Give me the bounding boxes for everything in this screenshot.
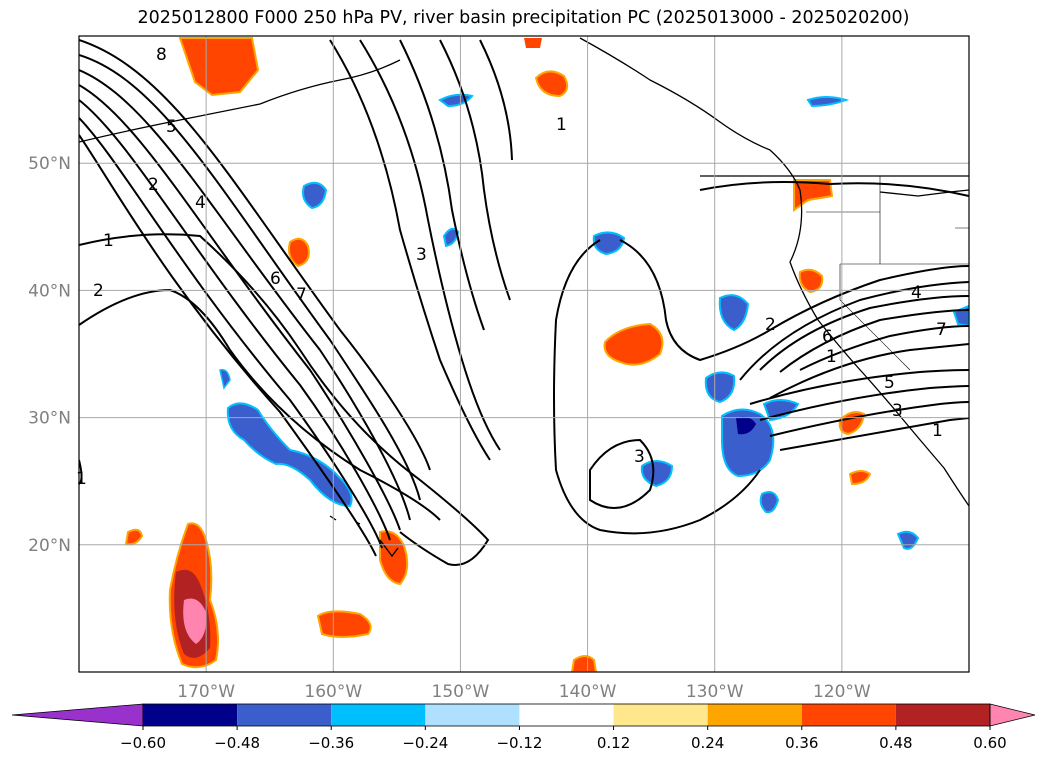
colorbar-segment	[613, 704, 708, 726]
pv-contour-label: 2	[148, 175, 159, 195]
pv-contour-label: 4	[195, 193, 206, 213]
colorbar-extend-low	[11, 703, 144, 727]
pv-contour-label: 3	[416, 245, 427, 265]
colorbar-tick-label: −0.24	[402, 734, 448, 752]
pv-contour-label: 2	[765, 315, 776, 335]
colorbar-tick-label: −0.48	[214, 734, 260, 752]
pv-contour-label: 1	[76, 469, 87, 489]
colorbar-segment	[519, 704, 614, 726]
lat-tick-label: 30°N	[28, 409, 71, 429]
pv-contour-label: 1	[556, 115, 567, 135]
map-content	[79, 37, 969, 672]
colorbar-tick-label: 0.24	[691, 734, 724, 752]
state-borders	[806, 176, 969, 371]
colorbar: −0.60 −0.48 −0.36 −0.24 −0.12 0.12 0.24 0.36 0.4…	[11, 703, 1036, 752]
colorbar-tick-label: −0.60	[120, 734, 166, 752]
pv-contour-label: 2	[93, 281, 104, 301]
pv-contour-labels: 8 5 2 4 1 2 6 7 3 1 3 2 6 1 4 7 5 3 1 1	[76, 45, 947, 489]
colorbar-tick-label: −0.36	[308, 734, 354, 752]
pv-contour-label: 6	[822, 327, 833, 347]
lon-tick-label: 160°W	[304, 682, 362, 702]
colorbar-segment	[801, 704, 896, 726]
pv-contour-label: 1	[103, 231, 114, 251]
lon-tick-label: 140°W	[559, 682, 617, 702]
colorbar-segment	[237, 704, 332, 726]
pv-contour-label: 5	[166, 117, 177, 137]
lon-tick-label: 150°W	[432, 682, 490, 702]
colorbar-tick-label: −0.12	[496, 734, 542, 752]
colorbar-segment	[895, 704, 990, 726]
colorbar-segment	[331, 704, 426, 726]
colorbar-outline	[142, 703, 991, 727]
colorbar-segment	[143, 704, 238, 726]
pv-contour-label: 1	[826, 347, 837, 367]
map-title: 2025012800 F000 250 hPa PV, river basin …	[137, 8, 910, 28]
pv-contour-label: 8	[156, 45, 167, 65]
axis-tick-labels: 50°N 40°N 30°N 20°N 170°W 160°W 150°W 140°W 130°…	[28, 154, 871, 702]
pv-contour-label: 4	[911, 283, 922, 303]
colorbar-tick-label: 0.48	[879, 734, 912, 752]
pv-contour-label: 7	[296, 285, 307, 305]
pv-contour-label: 1	[932, 421, 943, 441]
colorbar-segment	[425, 704, 520, 726]
pv-contour-label: 7	[936, 320, 947, 340]
lat-tick-label: 40°N	[28, 281, 71, 301]
lat-tick-label: 20°N	[28, 536, 71, 556]
map-frame	[78, 35, 970, 673]
colorbar-tick-label: 0.36	[785, 734, 818, 752]
colorbar-segment	[707, 704, 802, 726]
lon-tick-label: 120°W	[813, 682, 871, 702]
pv-contour-label: 3	[634, 447, 645, 467]
lon-tick-label: 170°W	[177, 682, 235, 702]
pv-contour-label: 6	[270, 269, 281, 289]
gridlines	[79, 36, 969, 672]
precip-anomaly-patches	[124, 37, 969, 672]
lat-tick-label: 50°N	[28, 154, 71, 174]
colorbar-tick-label: 0.12	[597, 734, 630, 752]
colorbar-tick-label: 0.60	[973, 734, 1006, 752]
lon-tick-label: 130°W	[686, 682, 744, 702]
pv-contours	[79, 39, 969, 566]
pv-contour-label: 3	[892, 401, 903, 421]
pv-contour-label: 5	[884, 373, 895, 393]
colorbar-extend-high	[989, 703, 1036, 727]
